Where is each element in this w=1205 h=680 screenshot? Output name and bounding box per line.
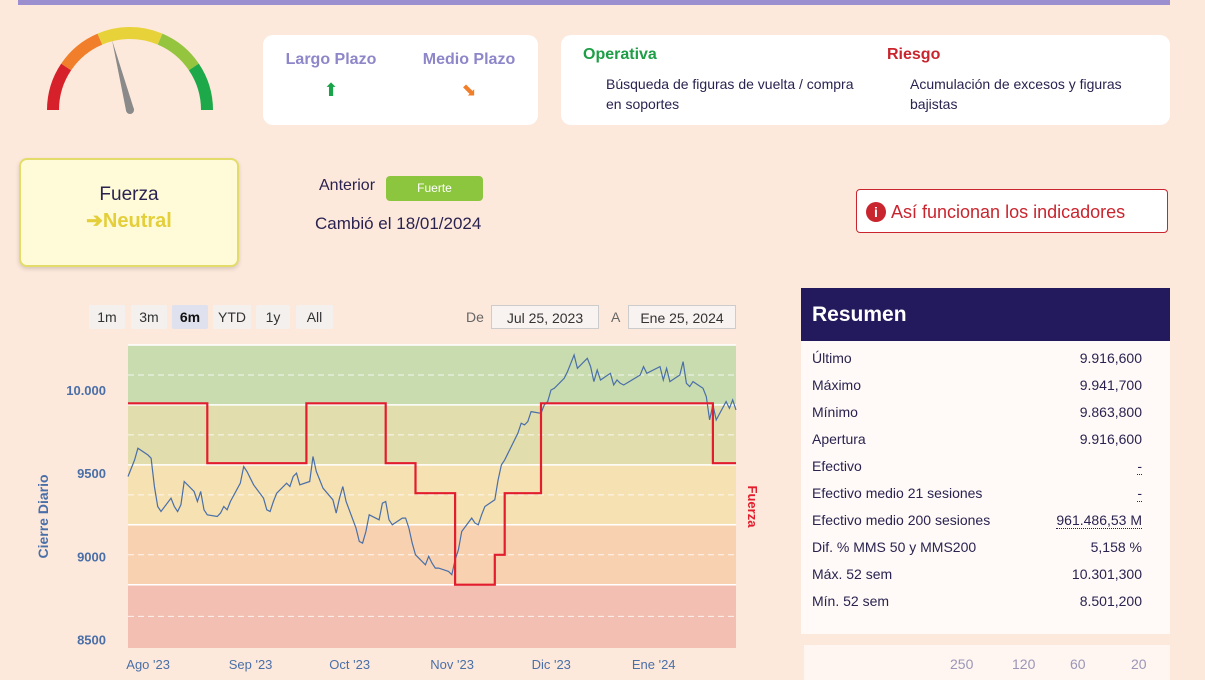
medio-plazo-label: Medio Plazo — [422, 51, 516, 68]
fuerza-value: ➔Neutral — [86, 210, 172, 232]
y-tick-label: 10.000 — [66, 383, 106, 398]
anterior-badge: Fuerte — [386, 176, 483, 201]
resumen-row-label: Mínimo — [812, 404, 858, 420]
resumen-row: Apertura 9.916,600 — [812, 431, 1142, 451]
resumen-row-value: - — [1137, 458, 1142, 475]
period-20: 20 — [1131, 656, 1147, 672]
range-ytd-button[interactable]: YTD — [213, 305, 251, 329]
operativa-title: Operativa — [583, 46, 657, 63]
resumen-row: Efectivo medio 200 sesiones 961.486,53 M — [812, 512, 1142, 532]
resumen-row: Máx. 52 sem 10.301,300 — [812, 566, 1142, 586]
resumen-row-label: Efectivo — [812, 458, 862, 474]
gauge-hub — [126, 106, 134, 114]
cierre-line — [127, 353, 737, 576]
gauge-segment — [97, 27, 163, 45]
x-tick-label: Dic '23 — [532, 657, 571, 672]
resumen-row-value: 961.486,53 M — [1056, 512, 1142, 529]
cambio-date: Cambió el 18/01/2024 — [315, 214, 482, 233]
range-6m-button[interactable]: 6m — [172, 305, 208, 329]
resumen-row-label: Máx. 52 sem — [812, 566, 893, 582]
resumen-row-value: 5,158 % — [1090, 539, 1142, 555]
price-chart: 8500 9000 9500 10.000 Ago '23 Sep '23 Oct '23 N… — [35, 344, 760, 672]
arrow-up-icon: ⬆ — [323, 80, 339, 100]
bottom-table-header: 250 120 60 20 — [804, 645, 1170, 680]
resumen-row: Máximo 9.941,700 — [812, 377, 1142, 397]
range-3m-button[interactable]: 3m — [131, 305, 167, 329]
x-tick-label: Ago '23 — [126, 657, 170, 672]
resumen-row-value: 8.501,200 — [1079, 593, 1142, 609]
operativa-riesgo-card: Operativa Búsqueda de figuras de vuelta … — [561, 35, 1170, 125]
date-from-label: De — [466, 309, 484, 325]
resumen-row-label: Efectivo medio 21 sesiones — [812, 485, 983, 501]
range-1y-button[interactable]: 1y — [256, 305, 290, 329]
resumen-row-label: Apertura — [812, 431, 866, 447]
gauge-segment — [47, 63, 72, 111]
gauge-needle — [112, 40, 134, 111]
resumen-row: Dif. % MMS 50 y MMS200 5,158 % — [812, 539, 1142, 559]
y-axis-label: Cierre Diario — [35, 474, 51, 558]
period-120: 120 — [1012, 656, 1036, 672]
resumen-row: Efectivo - — [812, 458, 1142, 478]
date-to-label: A — [611, 309, 621, 325]
date-from-input[interactable]: Jul 25, 2023 — [491, 305, 599, 329]
date-to-input[interactable]: Ene 25, 2024 — [628, 305, 736, 329]
x-tick-label: Oct '23 — [329, 657, 370, 672]
plazo-card: Largo Plazo ⬆ Medio Plazo ⬊ — [263, 35, 538, 125]
fuerza-label: Fuerza — [99, 184, 159, 205]
resumen-title: Resumen — [801, 288, 1170, 341]
y2-axis-label: Fuerza — [745, 486, 760, 529]
y-tick-label: 8500 — [77, 633, 106, 648]
resumen-panel: Resumen Último 9.916,600 Máximo 9.941,700 Mí… — [801, 288, 1170, 634]
indicadores-info-button[interactable]: i Así funcionan los indicadores — [856, 189, 1168, 233]
resumen-row-label: Dif. % MMS 50 y MMS200 — [812, 539, 977, 555]
top-accent-line — [18, 0, 1170, 5]
resumen-row-label: Último — [812, 350, 852, 366]
resumen-row-value: 9.916,600 — [1079, 431, 1142, 447]
resumen-row: Último 9.916,600 — [812, 350, 1142, 370]
resumen-row-label: Mín. 52 sem — [812, 593, 890, 609]
resumen-row: Efectivo medio 21 sesiones - — [812, 485, 1142, 505]
resumen-row: Mínimo 9.863,800 — [812, 404, 1142, 424]
largo-plazo: Largo Plazo ⬆ — [271, 51, 391, 99]
resumen-row-value: 9.863,800 — [1079, 404, 1142, 420]
gauge-segment — [61, 33, 103, 71]
resumen-row-label: Efectivo medio 200 sesiones — [812, 512, 991, 528]
x-tick-label: Nov '23 — [430, 657, 474, 672]
medio-plazo: Medio Plazo ⬊ — [409, 51, 529, 99]
x-tick-label: Sep '23 — [229, 657, 273, 672]
resumen-row-value: 9.941,700 — [1079, 377, 1142, 393]
period-250: 250 — [950, 656, 974, 672]
x-tick-label: Ene '24 — [632, 657, 676, 672]
resumen-row-value: - — [1137, 485, 1142, 502]
resumen-row-value: 10.301,300 — [1071, 566, 1142, 582]
gauge-segment — [188, 63, 213, 111]
gauge-segment — [157, 33, 199, 71]
resumen-row-label: Máximo — [812, 377, 862, 393]
resumen-row: Mín. 52 sem 8.501,200 — [812, 593, 1142, 613]
info-icon: i — [866, 202, 886, 222]
operativa-text: Búsqueda de figuras de vuelta / compra e… — [606, 76, 854, 112]
arrow-down-right-icon: ⬊ — [461, 80, 477, 100]
period-60: 60 — [1070, 656, 1086, 672]
gauge-icon — [47, 27, 213, 114]
fuerza-box: Fuerza ➔Neutral — [19, 158, 239, 267]
riesgo-title: Riesgo — [887, 46, 941, 63]
fuerza-step-line — [128, 402, 736, 586]
resumen-row-value: 9.916,600 — [1079, 350, 1142, 366]
largo-plazo-label: Largo Plazo — [285, 51, 377, 68]
range-all-button[interactable]: All — [296, 305, 333, 329]
info-button-label: Así funcionan los indicadores — [891, 202, 1126, 222]
riesgo-text: Acumulación de excesos y figuras bajista… — [910, 76, 1122, 112]
y-tick-label: 9000 — [77, 549, 106, 564]
anterior-label: Anterior — [319, 177, 376, 194]
range-1m-button[interactable]: 1m — [89, 305, 125, 329]
y-tick-label: 9500 — [77, 466, 106, 481]
